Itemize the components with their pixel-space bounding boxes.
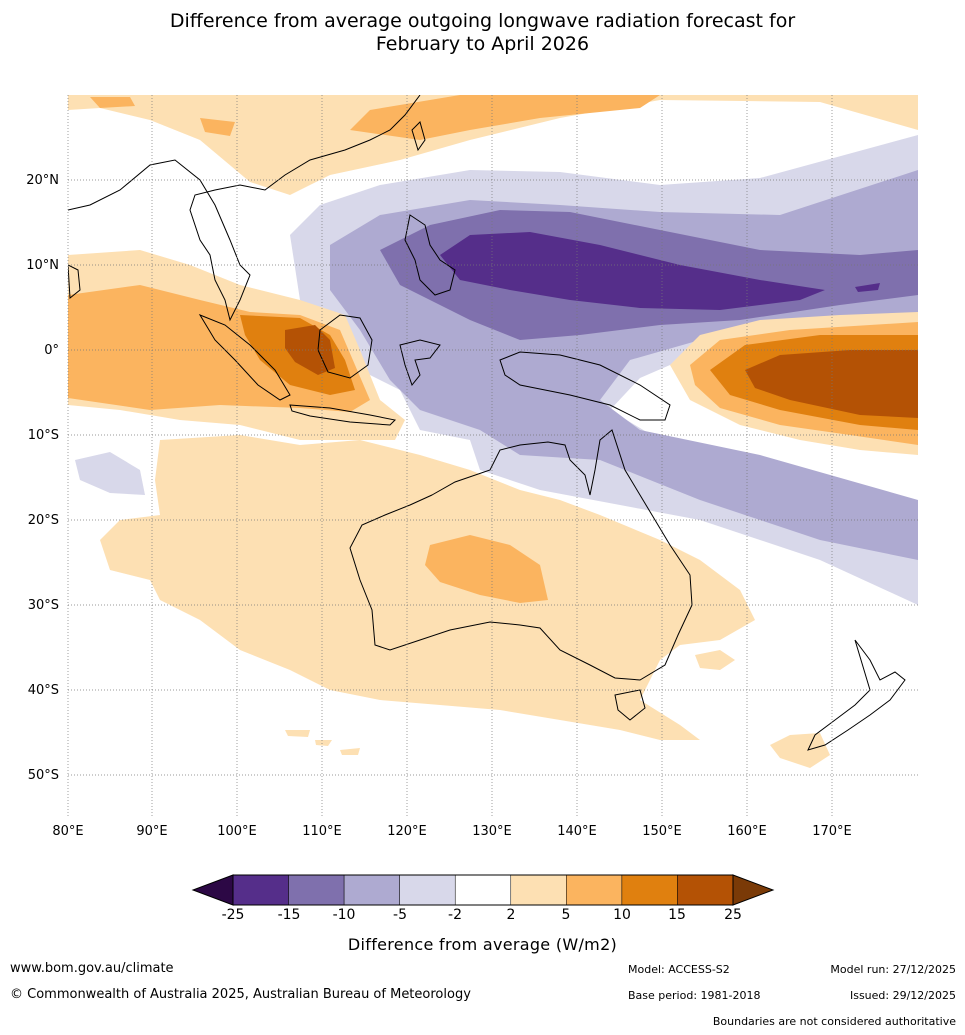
anomaly-positive-northwest — [90, 97, 235, 136]
lat-label: 50°S — [28, 768, 59, 783]
lon-label: 160°E — [727, 824, 767, 839]
colorbar-segment — [288, 874, 345, 906]
anomaly-positive-north-core — [350, 95, 660, 140]
colorbar-tick: 15 — [668, 907, 686, 923]
colorbar-tick: 5 — [561, 907, 571, 923]
lon-label: 150°E — [642, 824, 682, 839]
colorbar-tick: -2 — [448, 907, 462, 923]
colorbar-label: Difference from average (W/m2) — [347, 935, 618, 954]
footer-model-run: Model run: 27/12/2025 — [830, 963, 956, 976]
colorbar-segment — [343, 874, 400, 906]
footer-issued: Issued: 29/12/2025 — [849, 989, 956, 1002]
anomaly-positive-indian-core — [285, 325, 335, 375]
title-line-1: Difference from average outgoing longwav… — [169, 10, 796, 32]
anomaly-positive-north-band — [68, 95, 918, 195]
footer-website: www.bom.gov.au/climate — [10, 961, 174, 976]
lat-label: 10°S — [28, 428, 59, 443]
lon-label: 90°E — [136, 824, 167, 839]
lon-label: 100°E — [217, 824, 257, 839]
lon-label: 130°E — [472, 824, 512, 839]
anomaly-positive-pacific-core — [745, 350, 918, 418]
lat-label: 20°N — [26, 173, 59, 188]
title-line-2: February to April 2026 — [375, 33, 590, 55]
colorbar-tick: -25 — [221, 907, 245, 923]
lon-label: 170°E — [812, 824, 852, 839]
colorbar-segment — [566, 874, 623, 906]
colorbar — [191, 874, 775, 906]
lat-label: 10°N — [26, 258, 59, 273]
lon-axis: 80°E 90°E 100°E 110°E 120°E 130°E 140°E … — [52, 824, 851, 839]
lat-label: 0° — [44, 343, 59, 358]
coastlines — [68, 95, 906, 751]
lon-label: 120°E — [387, 824, 427, 839]
lon-label: 80°E — [52, 824, 83, 839]
lat-label: 30°S — [28, 598, 59, 613]
anomaly-positive-south-islands — [285, 730, 360, 755]
java-coastline — [289, 404, 397, 426]
borneo-coastline — [317, 314, 373, 379]
anomaly-negative-band-core — [440, 232, 825, 310]
anomaly-positive-south-outer — [100, 435, 755, 740]
footer-copyright: © Commonwealth of Australia 2025, Austra… — [10, 987, 471, 1002]
colorbar-tick: -10 — [332, 907, 356, 923]
colorbar-tick: 10 — [613, 907, 631, 923]
colorbar-tick: 2 — [506, 907, 516, 923]
footer-disclaimer: Boundaries are not considered authoritat… — [712, 1015, 956, 1028]
lon-label: 140°E — [557, 824, 597, 839]
colorbar-tick: 25 — [724, 907, 742, 923]
footer-model: Model: ACCESS-S2 — [628, 963, 730, 976]
tasmania-coastline — [614, 689, 646, 721]
australia-coastline — [349, 429, 693, 681]
lat-label: 40°S — [28, 683, 59, 698]
philippines-coastline — [404, 214, 456, 296]
colorbar-segment — [232, 874, 289, 906]
taiwan-coastline — [411, 121, 426, 152]
colorbar-segment — [454, 874, 512, 906]
anomaly-negative-small-patch — [855, 283, 880, 292]
colorbar-over-arrow — [732, 874, 775, 906]
anomaly-positive-tasman-patch — [695, 650, 735, 670]
new-guinea-coastline — [499, 351, 671, 421]
anomaly-positive-australia-core — [425, 535, 548, 603]
colorbar-segment — [399, 874, 456, 906]
colorbar-segment — [677, 874, 734, 906]
asia-mainland-coastline — [68, 95, 421, 322]
lon-label: 110°E — [302, 824, 342, 839]
anomaly-negative-indian-patch — [75, 452, 145, 495]
anomaly-positive-nz — [770, 733, 830, 768]
colorbar-under-arrow — [191, 874, 234, 906]
sumatra-coastline — [198, 313, 291, 401]
sri-lanka-coastline — [68, 264, 81, 299]
colorbar-segment — [510, 874, 567, 906]
colorbar-tick: -15 — [277, 907, 301, 923]
colorbar-segments — [232, 874, 734, 906]
colorbar-tick: -5 — [393, 907, 407, 923]
anomaly-field — [68, 95, 918, 768]
new-zealand-coastline — [807, 639, 906, 751]
lat-label: 20°S — [28, 513, 59, 528]
graticule — [67, 95, 918, 817]
colorbar-segment — [621, 874, 678, 906]
chart-title: Difference from average outgoing longwav… — [0, 10, 965, 56]
lat-axis: 20°N 10°N 0° 10°S 20°S 30°S 40°S 50°S — [26, 173, 59, 783]
footer-base-period: Base period: 1981-2018 — [628, 989, 761, 1002]
